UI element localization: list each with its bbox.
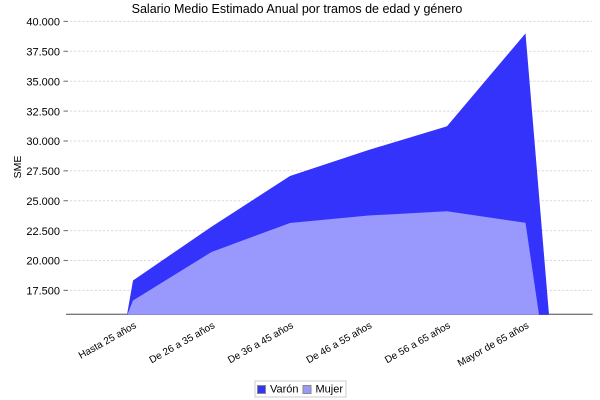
svg-text:De 36 a 45 años: De 36 a 45 años: [226, 320, 295, 366]
svg-text:25.000: 25.000: [26, 196, 60, 208]
svg-text:Mayor de 65 años: Mayor de 65 años: [456, 320, 531, 369]
svg-text:32.500: 32.500: [26, 106, 60, 118]
svg-text:30.000: 30.000: [26, 136, 60, 148]
svg-text:27.500: 27.500: [26, 166, 60, 178]
svg-text:Varón: Varón: [270, 384, 299, 396]
svg-text:37.500: 37.500: [26, 47, 60, 59]
svg-text:22.500: 22.500: [26, 226, 60, 238]
svg-text:40.000: 40.000: [26, 17, 60, 29]
svg-text:De 26 a 35 años: De 26 a 35 años: [148, 320, 217, 366]
svg-text:Mujer: Mujer: [316, 384, 344, 396]
svg-text:De 56 a 65 años: De 56 a 65 años: [383, 320, 452, 366]
svg-text:SME: SME: [12, 156, 24, 179]
svg-text:Salario Medio Estimado Anual p: Salario Medio Estimado Anual por tramos …: [132, 2, 463, 16]
svg-text:35.000: 35.000: [26, 76, 60, 88]
svg-text:Hasta 25 años: Hasta 25 años: [77, 320, 139, 361]
svg-text:De 46 a 55 años: De 46 a 55 años: [305, 320, 374, 366]
svg-text:20.000: 20.000: [26, 256, 60, 268]
svg-text:17.500: 17.500: [26, 286, 60, 298]
